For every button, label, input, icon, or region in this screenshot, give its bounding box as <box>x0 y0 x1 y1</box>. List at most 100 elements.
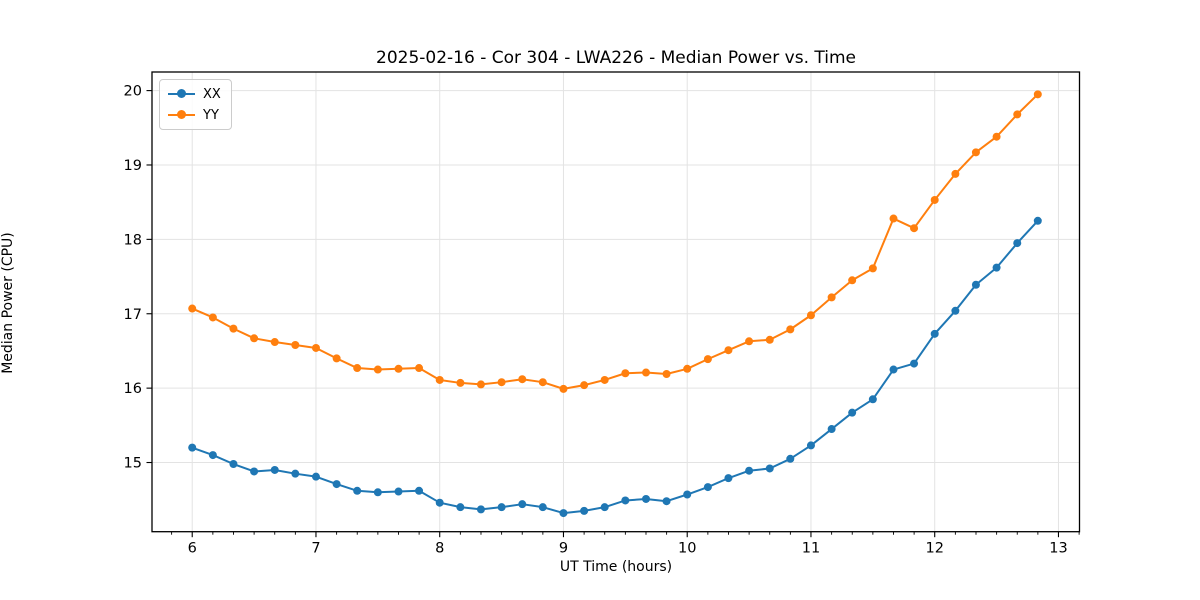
axes-spines <box>151 71 1081 533</box>
data-point-xx <box>848 408 857 417</box>
legend-label-yy: YY <box>203 107 219 123</box>
data-point-yy <box>868 264 877 273</box>
data-point-xx <box>786 454 795 463</box>
data-point-xx <box>765 464 774 473</box>
legend-label-xx: XX <box>203 86 221 102</box>
data-point-yy <box>229 324 238 333</box>
data-point-xx <box>394 487 403 496</box>
data-point-yy <box>971 148 980 157</box>
y-tick-label: 16 <box>124 381 142 397</box>
data-point-yy <box>476 380 485 389</box>
x-tick-label: 11 <box>802 541 820 557</box>
data-point-yy <box>662 370 671 378</box>
data-point-xx <box>353 486 362 495</box>
data-point-xx <box>270 465 279 474</box>
data-point-xx <box>1013 239 1022 248</box>
data-point-xx <box>683 490 692 499</box>
data-point-xx <box>951 306 960 315</box>
data-point-yy <box>703 355 712 364</box>
data-point-xx <box>497 503 506 512</box>
data-point-xx <box>703 483 712 492</box>
x-tick-label: 12 <box>925 541 943 557</box>
data-point-xx <box>889 365 898 374</box>
data-point-xx <box>311 472 320 481</box>
y-tick-label: 20 <box>124 84 142 100</box>
data-point-yy <box>992 132 1001 141</box>
data-point-xx <box>580 506 589 515</box>
data-point-yy <box>600 375 609 384</box>
data-point-yy <box>889 214 898 223</box>
data-point-xx <box>456 503 465 512</box>
data-point-xx <box>745 466 754 475</box>
data-point-xx <box>415 486 424 495</box>
data-point-yy <box>930 195 939 204</box>
chart-title: 2025-02-16 - Cor 304 - LWA226 - Median P… <box>376 48 856 68</box>
data-point-xx <box>332 480 341 489</box>
data-point-yy <box>1013 110 1022 119</box>
data-point-yy <box>786 325 795 334</box>
data-point-yy <box>270 338 279 347</box>
data-point-yy <box>765 335 774 344</box>
legend: XX YY <box>159 79 232 130</box>
data-point-xx <box>435 498 444 507</box>
data-point-yy <box>353 364 362 373</box>
data-point-yy <box>332 354 341 363</box>
data-point-yy <box>188 304 197 313</box>
y-tick-label: 17 <box>124 307 142 323</box>
data-point-yy <box>827 293 836 302</box>
legend-item-xx: XX <box>168 85 221 103</box>
x-tick-label: 10 <box>678 541 696 557</box>
data-point-yy <box>291 340 300 349</box>
data-point-yy <box>518 375 527 384</box>
x-tick-label: 6 <box>188 541 197 557</box>
data-point-yy <box>580 381 589 390</box>
x-tick-label: 9 <box>559 541 568 557</box>
data-point-xx <box>827 425 836 434</box>
data-point-yy <box>910 224 919 233</box>
series-xx-swatch-icon <box>168 89 195 99</box>
data-point-yy <box>435 375 444 384</box>
data-point-xx <box>208 451 217 460</box>
y-tick-label: 19 <box>124 158 142 174</box>
data-point-xx <box>291 469 300 478</box>
data-point-yy <box>250 334 259 343</box>
data-point-xx <box>229 460 238 469</box>
legend-item-yy: YY <box>168 106 221 124</box>
data-point-yy <box>208 313 217 322</box>
data-point-xx <box>662 497 671 506</box>
y-tick-label: 18 <box>124 232 142 248</box>
data-point-yy <box>745 337 754 346</box>
data-point-xx <box>642 494 651 503</box>
data-point-xx <box>1033 216 1042 225</box>
data-point-xx <box>868 395 877 404</box>
data-point-xx <box>971 280 980 289</box>
data-point-yy <box>538 378 547 387</box>
x-tick-label: 8 <box>435 541 444 557</box>
series-line-yy <box>191 93 1039 390</box>
data-point-xx <box>476 505 485 514</box>
x-tick-label: 13 <box>1049 541 1067 557</box>
y-tick-label: 15 <box>124 456 142 472</box>
data-point-yy <box>621 369 630 378</box>
data-point-yy <box>559 384 568 393</box>
data-point-xx <box>621 496 630 505</box>
data-point-xx <box>250 467 259 476</box>
data-point-yy <box>683 364 692 373</box>
data-point-yy <box>373 365 382 374</box>
data-point-yy <box>394 364 403 373</box>
x-axis-label: UT Time (hours) <box>559 559 673 575</box>
data-point-xx <box>992 263 1001 272</box>
data-point-yy <box>848 276 857 285</box>
data-point-yy <box>497 378 506 387</box>
data-point-xx <box>373 488 382 497</box>
data-point-xx <box>538 503 547 512</box>
series-yy-swatch-icon <box>168 110 195 120</box>
data-point-yy <box>724 346 733 355</box>
data-point-yy <box>456 378 465 387</box>
data-point-yy <box>1033 90 1042 99</box>
data-point-yy <box>415 364 424 373</box>
data-point-yy <box>311 343 320 352</box>
data-point-xx <box>600 503 609 512</box>
data-point-xx <box>930 329 939 338</box>
